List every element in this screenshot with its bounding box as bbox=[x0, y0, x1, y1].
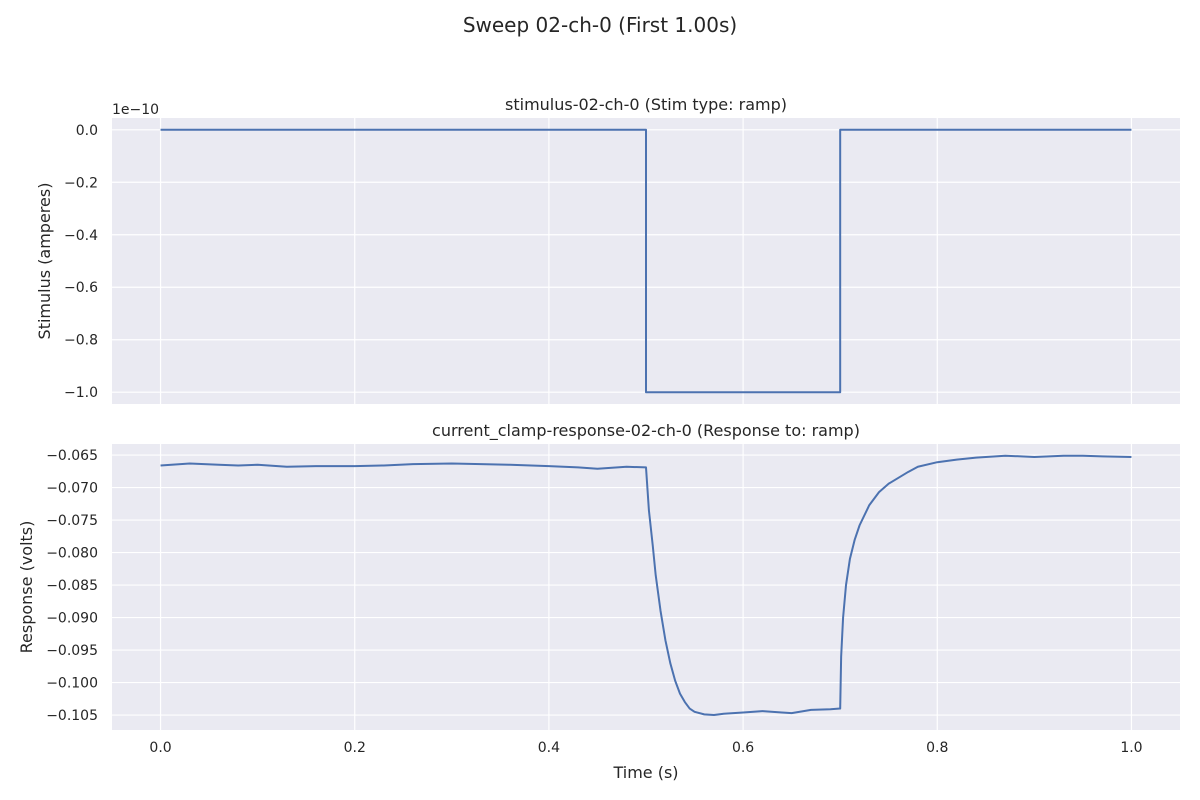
response-panel: 0.0 0.2 0.4 0.6 0.8 1.0 −0.065 −0.070 −0.075 −0.0… bbox=[17, 421, 1180, 782]
response-y-tick-label: −0.065 bbox=[46, 448, 98, 464]
response-x-tick-label: 0.0 bbox=[149, 740, 171, 756]
response-y-tick-label: −0.095 bbox=[46, 643, 98, 659]
stimulus-y-tick-label: −1.0 bbox=[64, 385, 98, 401]
stimulus-y-tick-label: −0.8 bbox=[64, 333, 98, 349]
stimulus-panel-title: stimulus-02-ch-0 (Stim type: ramp) bbox=[505, 95, 787, 114]
x-axis-label: Time (s) bbox=[612, 763, 678, 782]
response-series-layer bbox=[160, 454, 1132, 717]
response-grid bbox=[112, 444, 1180, 730]
response-x-tick-label: 0.4 bbox=[538, 740, 560, 756]
response-y-tick-label: −0.085 bbox=[46, 578, 98, 594]
response-x-tick-label: 0.8 bbox=[926, 740, 948, 756]
response-y-tick-label: −0.100 bbox=[46, 676, 98, 692]
stimulus-y-axis-label: Stimulus (amperes) bbox=[35, 183, 54, 340]
response-plot-area bbox=[112, 444, 1180, 730]
response-ticks: 0.0 0.2 0.4 0.6 0.8 1.0 −0.065 −0.070 −0.075 −0.0… bbox=[46, 448, 1142, 756]
figure-title: Sweep 02-ch-0 (First 1.00s) bbox=[463, 13, 737, 37]
stimulus-y-tick-label: −0.4 bbox=[64, 228, 98, 244]
response-x-tick-label: 0.6 bbox=[732, 740, 754, 756]
stimulus-series-layer bbox=[160, 128, 1132, 394]
response-y-tick-label: −0.075 bbox=[46, 513, 98, 529]
response-x-tick-label: 1.0 bbox=[1120, 740, 1142, 756]
response-y-tick-label: −0.090 bbox=[46, 611, 98, 627]
response-y-tick-label: −0.080 bbox=[46, 546, 98, 562]
stimulus-panel: 0.0 −0.2 −0.4 −0.6 −0.8 −1.0 stimulus-02-ch-0… bbox=[35, 95, 1180, 404]
response-series-line bbox=[160, 454, 1132, 717]
response-x-tick-label: 0.2 bbox=[344, 740, 366, 756]
response-y-axis-label: Response (volts) bbox=[17, 521, 36, 654]
stimulus-ticks: 0.0 −0.2 −0.4 −0.6 −0.8 −1.0 bbox=[64, 123, 98, 401]
stimulus-y-tick-label: −0.6 bbox=[64, 280, 98, 296]
stimulus-offset-label: 1e−10 bbox=[112, 102, 159, 118]
stimulus-y-tick-label: 0.0 bbox=[76, 123, 98, 139]
response-y-tick-label: −0.105 bbox=[46, 708, 98, 724]
response-panel-title: current_clamp-response-02-ch-0 (Response… bbox=[432, 421, 860, 441]
response-y-tick-label: −0.070 bbox=[46, 481, 98, 497]
stimulus-y-tick-label: −0.2 bbox=[64, 175, 98, 191]
stimulus-series-line bbox=[160, 128, 1132, 394]
